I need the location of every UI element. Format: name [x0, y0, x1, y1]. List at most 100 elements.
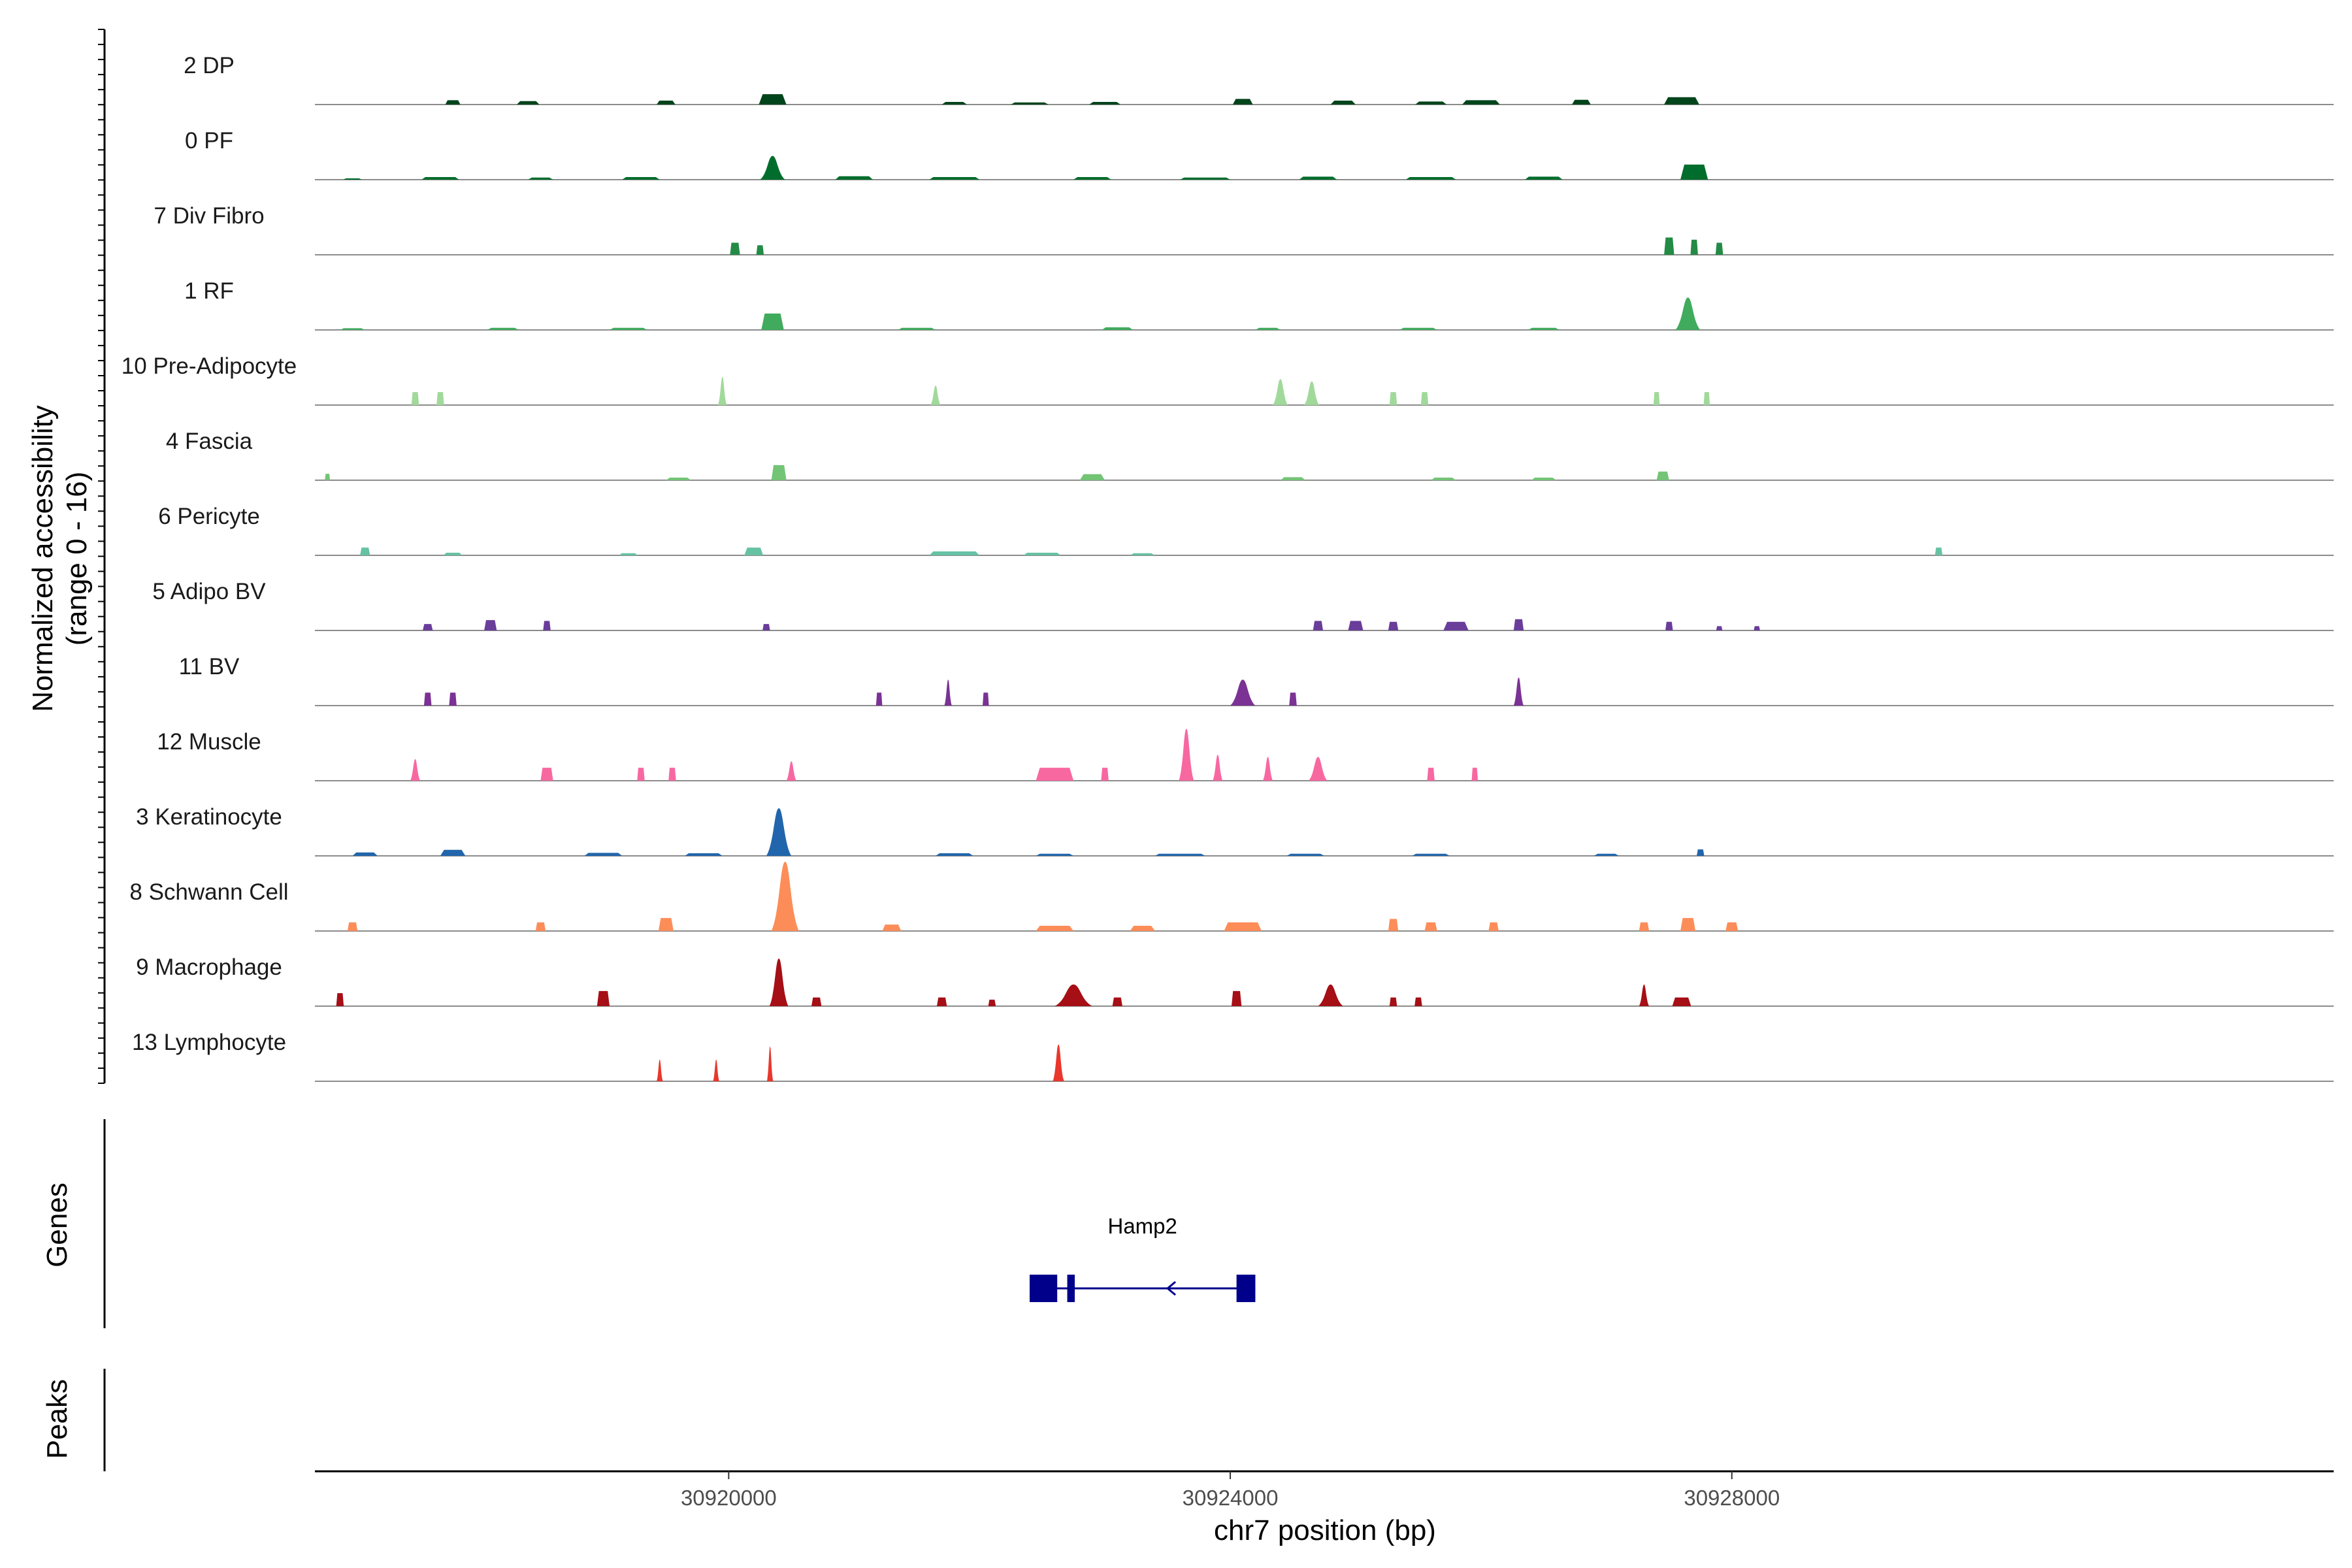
- coverage-peak: [930, 385, 941, 405]
- coverage-peak: [761, 313, 784, 330]
- coverage-peak: [1179, 728, 1194, 781]
- track-label: 2 DP: [184, 53, 235, 78]
- track-label: 11 BV: [179, 654, 240, 679]
- track-label: 8 Schwann Cell: [129, 879, 288, 905]
- coverage-peak: [1531, 478, 1557, 480]
- coverage-peak: [622, 177, 660, 180]
- y-axis-range-label: (range 0 - 16): [61, 472, 93, 646]
- coverage-peak: [756, 245, 764, 255]
- coverage-peak: [1690, 239, 1698, 255]
- track-label: 4 Fascia: [166, 429, 253, 454]
- coverage-peak: [685, 853, 723, 856]
- track-0-pf: 0 PF: [185, 128, 2334, 180]
- coverage-peak: [1697, 849, 1705, 856]
- coverage-peak: [1715, 242, 1723, 255]
- coverage-peak: [936, 997, 947, 1006]
- coverage-peak: [1665, 621, 1673, 630]
- coverage-peak: [1102, 327, 1134, 330]
- coverage-peak: [1935, 547, 1943, 555]
- coverage-peak: [1388, 621, 1399, 630]
- track-3-keratinocyte: 3 Keratinocyte: [136, 804, 2334, 857]
- coverage-peak: [584, 853, 623, 856]
- coverage-peak: [1318, 984, 1343, 1006]
- coverage-peak: [1286, 853, 1324, 856]
- genes-panel: Hamp2: [103, 1119, 1256, 1328]
- coverage-peak: [1224, 922, 1262, 931]
- x-tick-label: 30928000: [1684, 1486, 1780, 1510]
- coverage-peak: [1280, 477, 1306, 480]
- coverage-peak: [528, 177, 553, 180]
- coverage-peak: [1703, 392, 1710, 405]
- coverage-peak: [1313, 621, 1324, 630]
- track-label: 7 Div Fibro: [154, 203, 264, 229]
- coverage-peak: [730, 242, 740, 255]
- coverage-peak: [882, 924, 902, 931]
- coverage-peak: [325, 474, 331, 480]
- coverage-peak: [340, 328, 365, 330]
- coverage-peak: [1412, 853, 1450, 856]
- coverage-peak: [1513, 677, 1524, 706]
- coverage-peak: [1079, 474, 1105, 480]
- track-area: 2 DP 0 PF 7 Div Fibro 1 RF 10 Pre-Adipocyte 4…: [122, 53, 2334, 1082]
- track-1-rf: 1 RF: [184, 278, 2334, 331]
- coverage-peak: [929, 551, 980, 555]
- coverage-peak: [343, 178, 362, 180]
- coverage-peak: [1653, 392, 1660, 405]
- coverage-peak: [1431, 478, 1456, 480]
- coverage-peak: [1427, 768, 1435, 781]
- coverage-peak: [410, 759, 421, 781]
- coverage-peak: [1572, 99, 1591, 105]
- x-axis: 30920000 30924000 30928000: [315, 1470, 2334, 1510]
- track-8-schwann-cell: 8 Schwann Cell: [129, 862, 2334, 932]
- coverage-peak: [1154, 853, 1205, 856]
- coverage-peak: [811, 997, 822, 1006]
- coverage-peak: [1112, 997, 1122, 1006]
- x-axis-title: chr7 position (bp): [1214, 1514, 1436, 1546]
- coverage-peak: [766, 808, 792, 856]
- coverage-peak: [1672, 997, 1691, 1006]
- coverage-peak: [484, 620, 497, 630]
- coverage-peak: [1053, 1044, 1064, 1081]
- coverage-peak: [1664, 97, 1699, 105]
- coverage-peak: [1330, 101, 1356, 105]
- coverage-peak: [535, 922, 546, 931]
- track-label: 12 Muscle: [157, 729, 261, 755]
- coverage-peak: [1680, 918, 1696, 931]
- coverage-peak: [835, 176, 874, 180]
- coverage-peak: [718, 376, 727, 405]
- coverage-peak: [421, 177, 459, 180]
- track-12-muscle: 12 Muscle: [157, 728, 2334, 781]
- coverage-peak: [1675, 297, 1701, 330]
- coverage-peak: [1389, 997, 1397, 1006]
- track-label: 3 Keratinocyte: [136, 804, 282, 830]
- coverage-peak: [1443, 621, 1469, 630]
- coverage-peak: [1036, 926, 1074, 931]
- track-label: 5 Adipo BV: [152, 579, 266, 604]
- coverage-peak: [1213, 755, 1223, 781]
- genes-axis-title: Genes: [41, 1183, 73, 1267]
- coverage-peak: [347, 922, 358, 931]
- coverage-peak: [1255, 327, 1281, 330]
- coverage-peak: [1262, 757, 1273, 781]
- coverage-peak: [1399, 327, 1437, 330]
- coverage-peak: [771, 862, 799, 931]
- track-6-pericyte: 6 Pericyte: [158, 504, 2334, 556]
- gene-label: Hamp2: [1108, 1214, 1177, 1238]
- coverage-peak: [610, 327, 647, 330]
- coverage-peak: [637, 768, 645, 781]
- coverage-peak: [1420, 392, 1429, 405]
- coverage-peak: [988, 1000, 996, 1006]
- x-tick-label: 30924000: [1183, 1486, 1279, 1510]
- coverage-peak: [944, 679, 952, 706]
- coverage-peak: [786, 761, 796, 781]
- coverage-peak: [983, 693, 989, 706]
- coverage-peak: [596, 990, 610, 1006]
- track-9-macrophage: 9 Macrophage: [136, 955, 2334, 1007]
- coverage-peak: [744, 547, 764, 555]
- coverage-peak: [1389, 392, 1397, 405]
- coverage-peak: [656, 101, 676, 105]
- coverage-peak: [1273, 379, 1288, 405]
- coverage-peak: [875, 693, 883, 706]
- coverage-peak: [1716, 626, 1723, 630]
